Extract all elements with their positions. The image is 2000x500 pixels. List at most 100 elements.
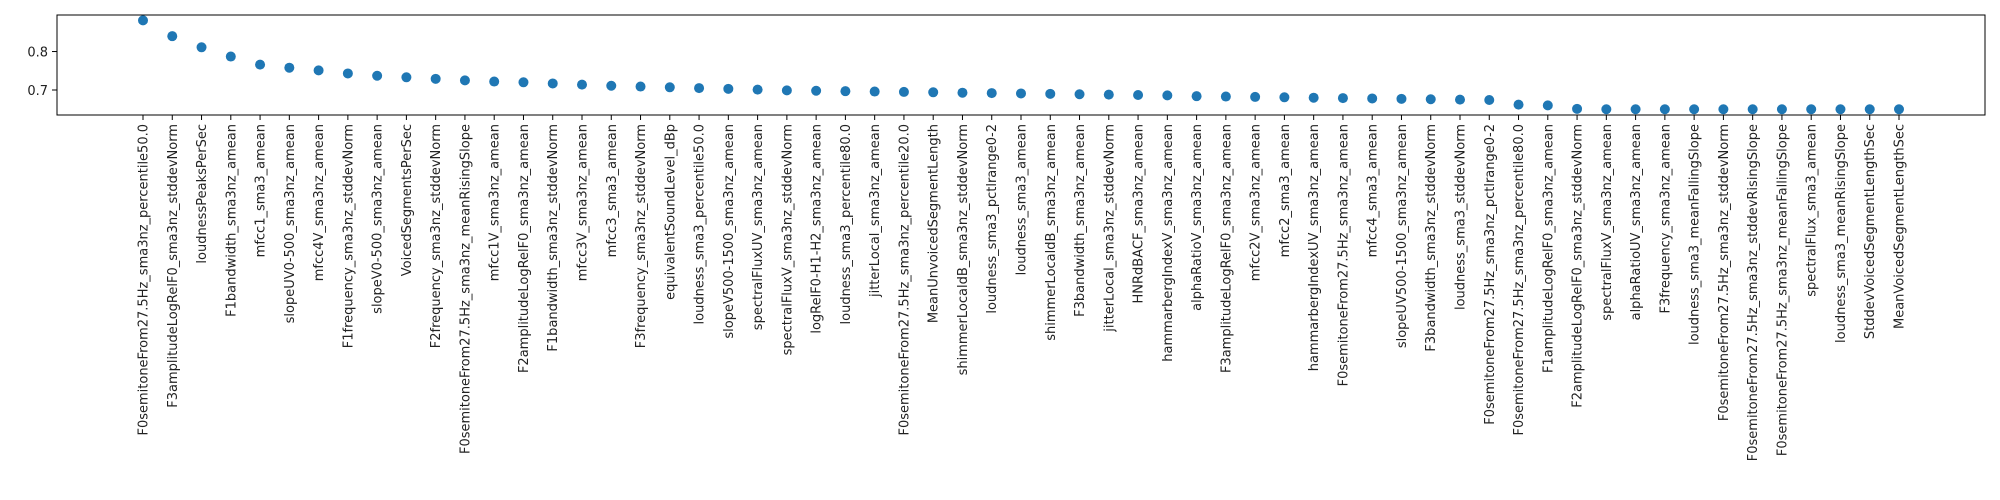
data-point (1367, 93, 1378, 104)
x-tick-label: F0semitoneFrom27.5Hz_sma3nz_pctlrange0-2 (1483, 124, 1498, 425)
data-point (1162, 90, 1173, 101)
data-point (781, 85, 792, 96)
x-tick-label: F3amplitudeLogRelF0_sma3nz_stddevNorm (166, 124, 181, 408)
x-tick-label: F0semitoneFrom27.5Hz_sma3nz_percentile50… (137, 124, 152, 436)
x-tick-label: F0semitoneFrom27.5Hz_sma3nz_percentile80… (1512, 124, 1527, 436)
data-point (1542, 100, 1553, 111)
x-tick-label: jitterLocal_sma3nz_stddevNorm (1102, 124, 1117, 333)
data-point (928, 87, 939, 98)
x-tick-label: F0semitoneFrom27.5Hz_sma3nz_stddevRising… (1746, 124, 1761, 461)
x-tick-label: loudness_sma3_meanRisingSlope (1834, 124, 1849, 343)
data-point (1308, 92, 1319, 103)
data-point (606, 80, 617, 91)
x-tick-label: shimmerLocaldB_sma3nz_amean (1044, 124, 1059, 341)
x-tick-label: VoicedSegmentsPerSec (400, 124, 415, 276)
x-tick-label: F2amplitudeLogRelF0_sma3nz_stddevNorm (1571, 124, 1586, 408)
x-tick-label: loudnessPeaksPerSec (195, 124, 210, 264)
data-point (1103, 89, 1114, 100)
x-tick-label: F0semitoneFrom27.5Hz_sma3nz_amean (1336, 124, 1351, 386)
y-axis-ticks: 0.7 0.8 (27, 46, 57, 99)
y-tick-label: 0.8 (27, 46, 48, 61)
x-tick-label: alphaRatioV_sma3nz_amean (1190, 124, 1205, 311)
data-point (1776, 104, 1787, 115)
x-tick-label: shimmerLocaldB_sma3nz_stddevNorm (956, 124, 971, 375)
data-point (284, 62, 295, 73)
plot-axes (56, 14, 1986, 116)
x-tick-label: MeanUnvoicedSegmentLength (927, 124, 942, 323)
data-point (255, 59, 266, 70)
plot-frame (56, 14, 1986, 116)
data-point (1747, 104, 1758, 115)
x-tick-label: HNRdBACF_sma3nz_amean (1132, 124, 1147, 304)
x-tick-label: mfcc1_sma3_amean (254, 124, 269, 257)
data-point (1279, 92, 1290, 103)
data-point (547, 78, 558, 89)
x-tick-label: loudness_sma3_amean (1015, 124, 1030, 275)
x-tick-label: StddevVoicedSegmentLengthSec (1863, 124, 1878, 339)
x-tick-label: slopeV0-500_sma3nz_amean (371, 124, 386, 314)
data-point (1191, 91, 1202, 102)
data-point (840, 86, 851, 97)
data-point (225, 51, 236, 62)
data-point (489, 76, 500, 87)
x-tick-label: F0semitoneFrom27.5Hz_sma3nz_meanFallingS… (1775, 124, 1790, 456)
x-tick-label: spectralFluxV_sma3nz_amean (1600, 124, 1615, 321)
data-point (1659, 104, 1670, 115)
data-point (1396, 93, 1407, 104)
x-tick-label: loudness_sma3_percentile50.0 (693, 124, 708, 324)
y-tick-label: 0.7 (27, 84, 48, 99)
data-point (1718, 104, 1729, 115)
x-tick-label: F1amplitudeLogRelF0_sma3nz_amean (1541, 124, 1556, 373)
x-tick-label: F0semitoneFrom27.5Hz_sma3nz_meanRisingSl… (458, 124, 473, 454)
x-tick-label: equivalentSoundLevel_dBp (663, 124, 678, 300)
data-point (1425, 94, 1436, 105)
x-tick-label: mfcc4_sma3_amean (1366, 124, 1381, 257)
x-tick-label: loudness_sma3_percentile80.0 (839, 124, 854, 324)
data-point (898, 86, 909, 97)
data-point (694, 83, 705, 94)
data-point (986, 88, 997, 99)
x-tick-label: spectralFlux_sma3_amean (1805, 124, 1820, 297)
x-tick-label: alphaRatioUV_sma3nz_amean (1629, 124, 1644, 320)
data-point (1806, 104, 1817, 115)
data-point (957, 87, 968, 98)
x-tick-label: jitterLocal_sma3nz_amean (868, 124, 883, 298)
data-point (752, 84, 763, 95)
data-point (1337, 93, 1348, 104)
data-point (723, 83, 734, 94)
x-tick-label: F0semitoneFrom27.5Hz_sma3nz_stddevNorm (1717, 124, 1732, 421)
data-point (138, 15, 148, 26)
x-tick-label: MeanVoicedSegmentLengthSec (1893, 124, 1908, 329)
x-tick-label: mfcc4V_sma3nz_amean (312, 124, 327, 281)
data-point (577, 79, 587, 90)
data-point (1045, 88, 1056, 99)
x-tick-label: loudness_sma3_pctlrange0-2 (985, 124, 1000, 314)
data-point (1016, 88, 1026, 99)
x-tick-label: spectralFluxV_sma3nz_stddevNorm (780, 124, 795, 355)
x-tick-label: slopeUV500-1500_sma3nz_amean (1395, 124, 1410, 348)
x-tick-label: mfcc2_sma3_amean (1278, 124, 1293, 257)
data-point (196, 42, 207, 53)
x-tick-label: mfcc3V_sma3nz_amean (576, 124, 591, 281)
x-tick-label: spectralFluxUV_sma3nz_amean (751, 124, 766, 330)
data-point (811, 85, 822, 96)
x-tick-label: F3amplitudeLogRelF0_sma3nz_amean (1219, 124, 1234, 373)
data-point (1835, 104, 1846, 115)
data-point (1630, 104, 1641, 115)
x-tick-label: slopeV500-1500_sma3nz_amean (722, 124, 737, 339)
data-point (1455, 94, 1465, 105)
data-point (664, 82, 675, 93)
x-axis-ticks: F0semitoneFrom27.5Hz_sma3nz_percentile50… (137, 115, 1908, 461)
data-point (1601, 104, 1612, 115)
data-point (459, 75, 470, 86)
data-point (1133, 90, 1144, 100)
data-point (1250, 91, 1261, 102)
data-point (1513, 99, 1524, 110)
x-tick-label: mfcc3_sma3_amean (605, 124, 620, 257)
x-tick-label: mfcc2V_sma3nz_amean (1249, 124, 1264, 281)
x-tick-label: hammarbergIndexV_sma3nz_amean (1161, 124, 1176, 362)
data-point (869, 86, 880, 97)
x-tick-label: loudness_sma3_stddevNorm (1454, 124, 1469, 310)
data-point (1572, 103, 1583, 114)
x-tick-label: F1bandwidth_sma3nz_stddevNorm (546, 124, 561, 352)
